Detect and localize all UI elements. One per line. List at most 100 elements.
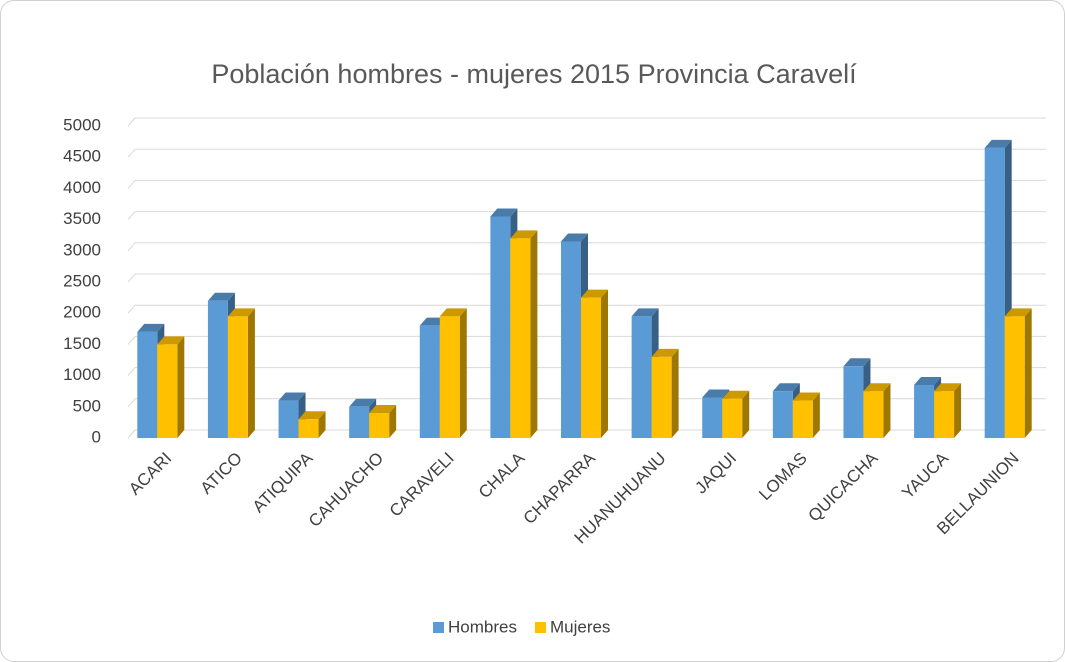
bar — [227, 308, 255, 438]
bar-front — [490, 216, 511, 438]
y-tick-label: 3000 — [63, 240, 101, 259]
grid-line-side — [127, 367, 136, 376]
bar — [1004, 308, 1032, 438]
bar-side — [742, 390, 750, 438]
bar-top — [510, 230, 538, 239]
bar-side — [601, 289, 608, 438]
bar — [863, 383, 891, 438]
bar-front — [207, 300, 228, 438]
bar-front — [298, 419, 319, 438]
legend-swatch — [534, 622, 546, 633]
bar-front — [843, 366, 864, 438]
bar-top — [772, 383, 800, 392]
bar-side — [812, 392, 820, 438]
bar-top — [278, 392, 306, 401]
bar-side — [247, 308, 255, 438]
grid-line-side — [127, 429, 136, 439]
legend-label: Mujeres — [550, 617, 610, 636]
grid-line-side — [127, 180, 136, 189]
bar-front — [227, 316, 248, 438]
bar-top — [298, 411, 326, 420]
x-tick-label: LOMAS — [755, 449, 811, 505]
legend-label: Hombres — [448, 617, 517, 636]
bar — [510, 230, 538, 438]
y-tick-label: 3500 — [63, 209, 101, 228]
x-tick-label: YAUCA — [898, 448, 952, 502]
bar-front — [1004, 316, 1025, 438]
x-tick-label: CHALA — [475, 448, 529, 502]
x-tick-label: JAQUI — [691, 449, 740, 498]
bar-front — [934, 391, 955, 438]
bar-front — [792, 400, 813, 438]
bar-front — [722, 398, 743, 438]
x-tick-label: ATIQUIPA — [249, 448, 317, 516]
bar-front — [349, 406, 370, 438]
y-tick-label: 2000 — [63, 303, 101, 322]
bar-top — [137, 323, 165, 332]
bar-top — [490, 208, 518, 217]
grid-line-side — [127, 273, 136, 283]
bar-top — [369, 405, 397, 414]
bar — [581, 289, 608, 438]
bar-front — [581, 297, 601, 438]
grid-line-side — [127, 211, 136, 220]
bar-front — [631, 316, 652, 438]
grid-line-side — [127, 398, 136, 408]
bar-top — [914, 376, 942, 385]
bar — [369, 405, 397, 438]
y-tick-label: 1000 — [63, 365, 101, 384]
bar — [934, 383, 962, 438]
bar-top — [702, 389, 730, 398]
bar-top — [792, 392, 820, 401]
bar-front — [984, 147, 1005, 438]
x-tick-label: CAHUACHO — [305, 449, 387, 531]
bar-top — [863, 383, 891, 392]
bar-top — [934, 383, 962, 392]
grid-line-side — [127, 148, 136, 158]
bar-side — [318, 411, 326, 438]
y-tick-label: 500 — [73, 396, 101, 415]
bar-front — [369, 413, 390, 438]
y-tick-label: 1500 — [63, 334, 101, 353]
bar-front — [561, 241, 581, 438]
grid-line-side — [127, 117, 136, 127]
bar-top — [207, 292, 235, 301]
bar-front — [419, 325, 440, 438]
bar-side — [177, 336, 185, 438]
bar-top — [984, 139, 1012, 148]
x-tick-label: QUICACHA — [805, 448, 882, 525]
bar-top — [581, 289, 608, 298]
bar — [792, 392, 820, 438]
bar-side — [530, 230, 538, 438]
x-tick-label: ATICO — [197, 449, 246, 498]
y-tick-label: 2500 — [63, 271, 101, 290]
bar — [157, 336, 185, 438]
x-tick-label: ACARI — [125, 449, 175, 499]
bar — [651, 348, 679, 438]
bar-side — [1024, 308, 1032, 438]
grid-line-side — [127, 336, 136, 345]
bar-top — [349, 398, 377, 407]
bar-top — [843, 358, 871, 367]
bar-top — [722, 390, 750, 399]
bar-top — [157, 336, 185, 345]
bar-front — [772, 391, 793, 438]
bar-front — [439, 316, 460, 438]
grid-line-side — [127, 304, 136, 314]
bar-front — [914, 384, 935, 438]
bar-front — [863, 391, 884, 438]
bar-side — [883, 383, 891, 438]
x-tick-label: CARAVELI — [386, 449, 458, 521]
bar-side — [459, 308, 467, 438]
bar — [722, 390, 750, 438]
bar-top — [1004, 308, 1032, 317]
bar-front — [278, 400, 299, 438]
bar — [439, 308, 467, 438]
bar-top — [561, 233, 588, 242]
y-tick-label: 4500 — [63, 147, 101, 166]
bar-front — [137, 331, 158, 438]
bar-side — [389, 405, 397, 438]
bar-top — [651, 348, 679, 357]
